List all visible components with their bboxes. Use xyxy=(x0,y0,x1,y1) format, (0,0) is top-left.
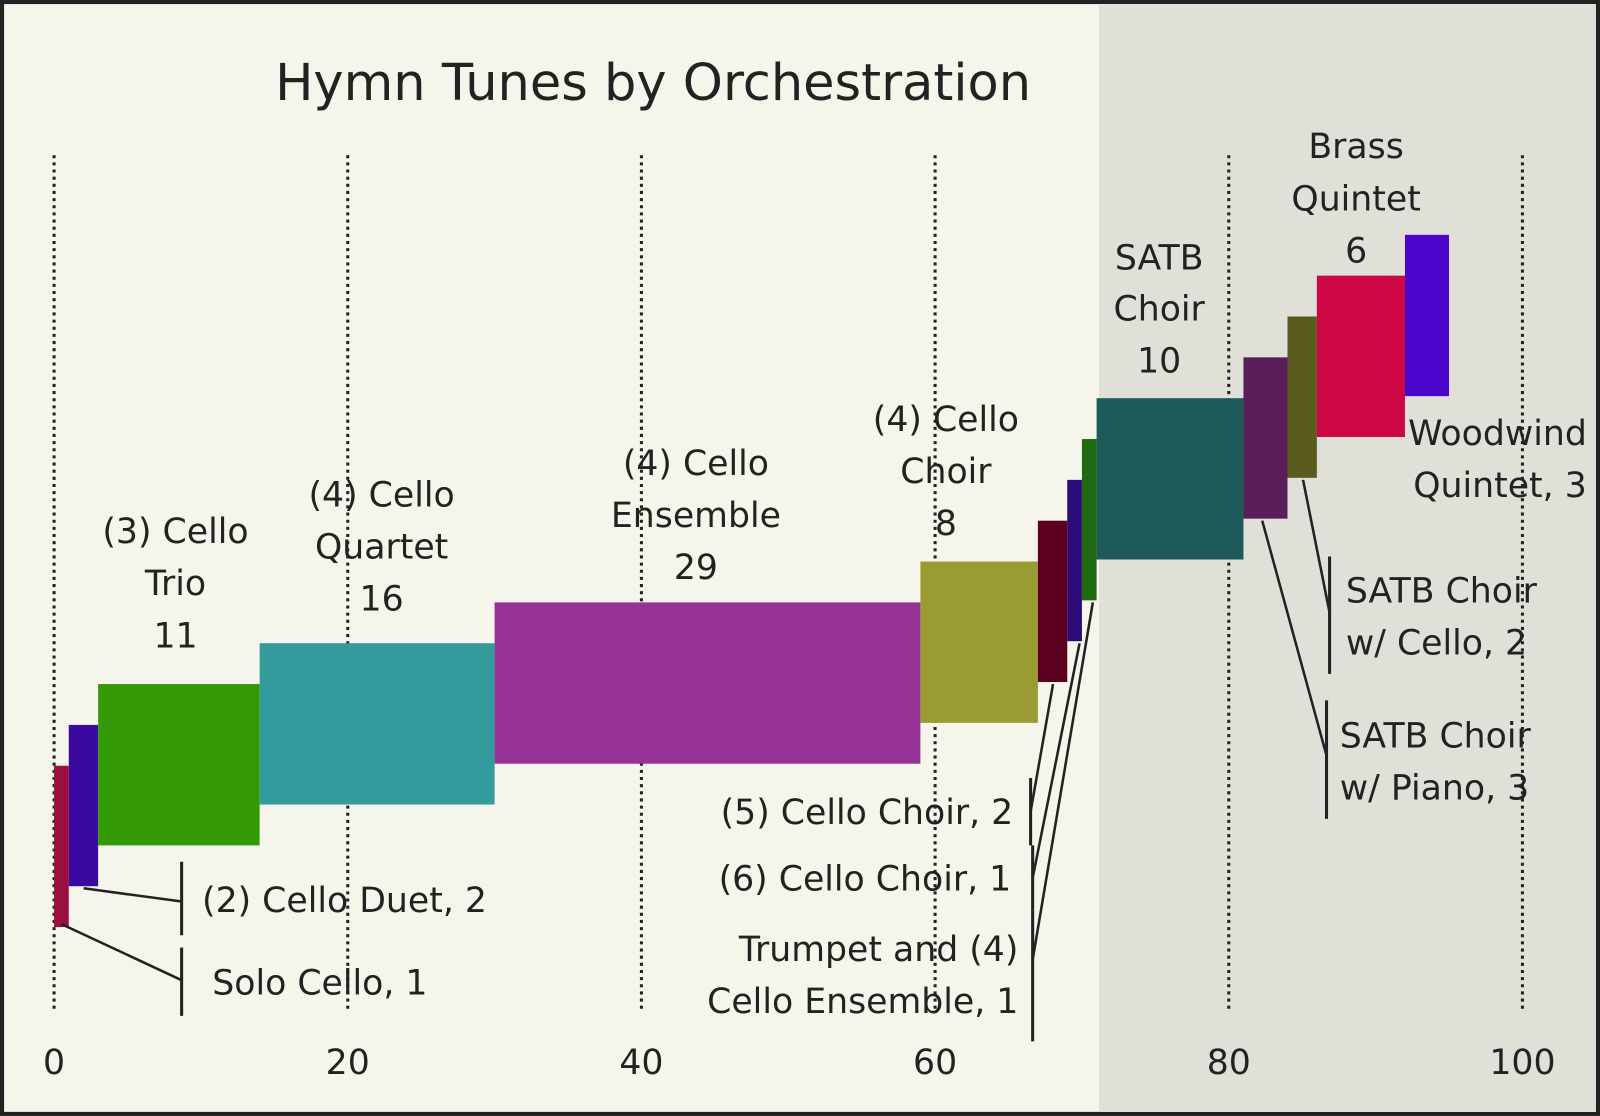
data-label: 6 xyxy=(1345,231,1367,271)
data-label: 10 xyxy=(1137,342,1181,382)
data-label: Quintet xyxy=(1291,179,1420,219)
bar xyxy=(1096,398,1244,560)
data-label: Solo Cello, 1 xyxy=(212,963,427,1003)
bar xyxy=(68,724,99,887)
leader-line xyxy=(1261,520,1328,756)
data-label: 16 xyxy=(360,580,404,620)
bar xyxy=(1404,234,1450,397)
data-label: Brass xyxy=(1308,127,1403,167)
leader-line xyxy=(83,887,182,903)
bar xyxy=(1243,357,1288,519)
data-label: w/ Piano, 3 xyxy=(1340,768,1529,808)
data-label: (3) Cello xyxy=(102,512,248,552)
data-label: (2) Cello Duet, 2 xyxy=(202,881,487,921)
data-label: (4) Cello xyxy=(623,444,769,484)
leader-line xyxy=(1031,602,1095,960)
data-label: (6) Cello Choir, 1 xyxy=(719,859,1012,899)
data-label: Trio xyxy=(144,564,206,604)
x-tick-label: 60 xyxy=(913,1043,957,1083)
leader-line xyxy=(60,922,183,982)
bar xyxy=(1081,439,1097,601)
x-tick-label: 40 xyxy=(619,1043,663,1083)
data-label: SATB Choir xyxy=(1340,716,1532,756)
bar xyxy=(1067,479,1082,642)
bar xyxy=(98,684,260,846)
x-tick-label: 20 xyxy=(326,1043,370,1083)
data-label: Trumpet and (4) xyxy=(738,930,1018,970)
bar xyxy=(1287,316,1317,478)
data-label: Choir xyxy=(900,452,992,492)
chart-title: Hymn Tunes by Orchestration xyxy=(275,54,1031,113)
data-label: Cello Ensemble, 1 xyxy=(707,982,1018,1022)
data-label: Ensemble xyxy=(611,496,781,536)
bar xyxy=(259,643,495,805)
bar xyxy=(1037,520,1068,683)
x-tick-label: 100 xyxy=(1489,1043,1555,1083)
x-tick-label: 80 xyxy=(1207,1043,1251,1083)
bar xyxy=(494,602,921,764)
leader-line xyxy=(1301,479,1331,613)
leader-line xyxy=(1029,683,1055,812)
bar xyxy=(54,765,69,928)
data-label: 29 xyxy=(674,548,718,588)
bar xyxy=(920,561,1038,723)
data-label: Quintet, 3 xyxy=(1413,466,1587,506)
data-label: (5) Cello Choir, 2 xyxy=(721,793,1014,833)
data-label: Quartet xyxy=(315,527,448,567)
bar xyxy=(1316,275,1405,437)
data-label: SATB Choir xyxy=(1346,571,1538,611)
data-label: w/ Cello, 2 xyxy=(1346,623,1527,663)
data-label: (4) Cello xyxy=(873,400,1019,440)
data-label: Choir xyxy=(1114,290,1206,330)
data-label: (4) Cello xyxy=(309,475,455,515)
data-label: Woodwind xyxy=(1408,414,1587,454)
data-label: SATB xyxy=(1115,239,1204,279)
data-label: 8 xyxy=(935,504,957,544)
data-label: 11 xyxy=(153,616,197,656)
leader-line xyxy=(1031,642,1081,879)
x-tick-label: 0 xyxy=(43,1043,65,1083)
